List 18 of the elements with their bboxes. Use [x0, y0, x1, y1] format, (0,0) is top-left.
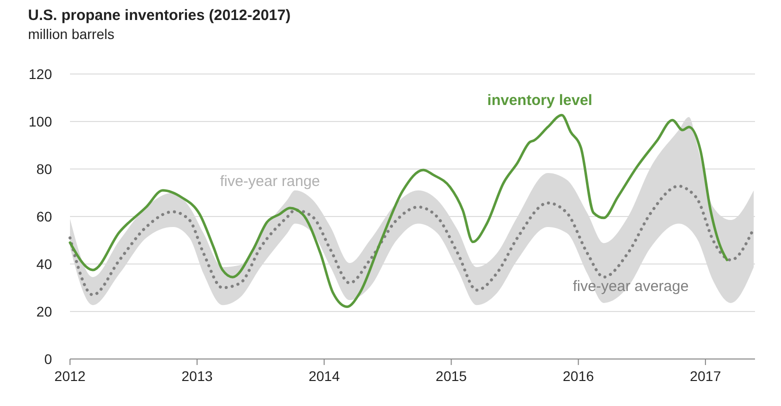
y-axis-title: million barrels [28, 26, 114, 42]
series-label: five-year average [572, 278, 689, 295]
y-tick-label: 60 [36, 208, 52, 224]
x-tick-label: 2013 [182, 368, 213, 384]
chart-title: U.S. propane inventories (2012-2017) [28, 7, 291, 24]
y-tick-label: 80 [36, 161, 52, 177]
x-tick-label: 2016 [562, 368, 594, 384]
y-tick-label: 120 [28, 66, 52, 82]
x-tick-label: 2012 [54, 368, 86, 384]
y-tick-label: 40 [36, 256, 52, 272]
y-tick-label: 20 [36, 304, 52, 320]
x-tick-label: 2015 [436, 368, 468, 384]
x-tick-label: 2017 [690, 368, 722, 384]
series-label: inventory level [487, 92, 592, 110]
annotation: five-year range [220, 173, 320, 190]
y-tick-label: 100 [28, 114, 52, 130]
x-tick-label: 2014 [308, 368, 340, 384]
y-tick-label: 0 [44, 351, 52, 367]
